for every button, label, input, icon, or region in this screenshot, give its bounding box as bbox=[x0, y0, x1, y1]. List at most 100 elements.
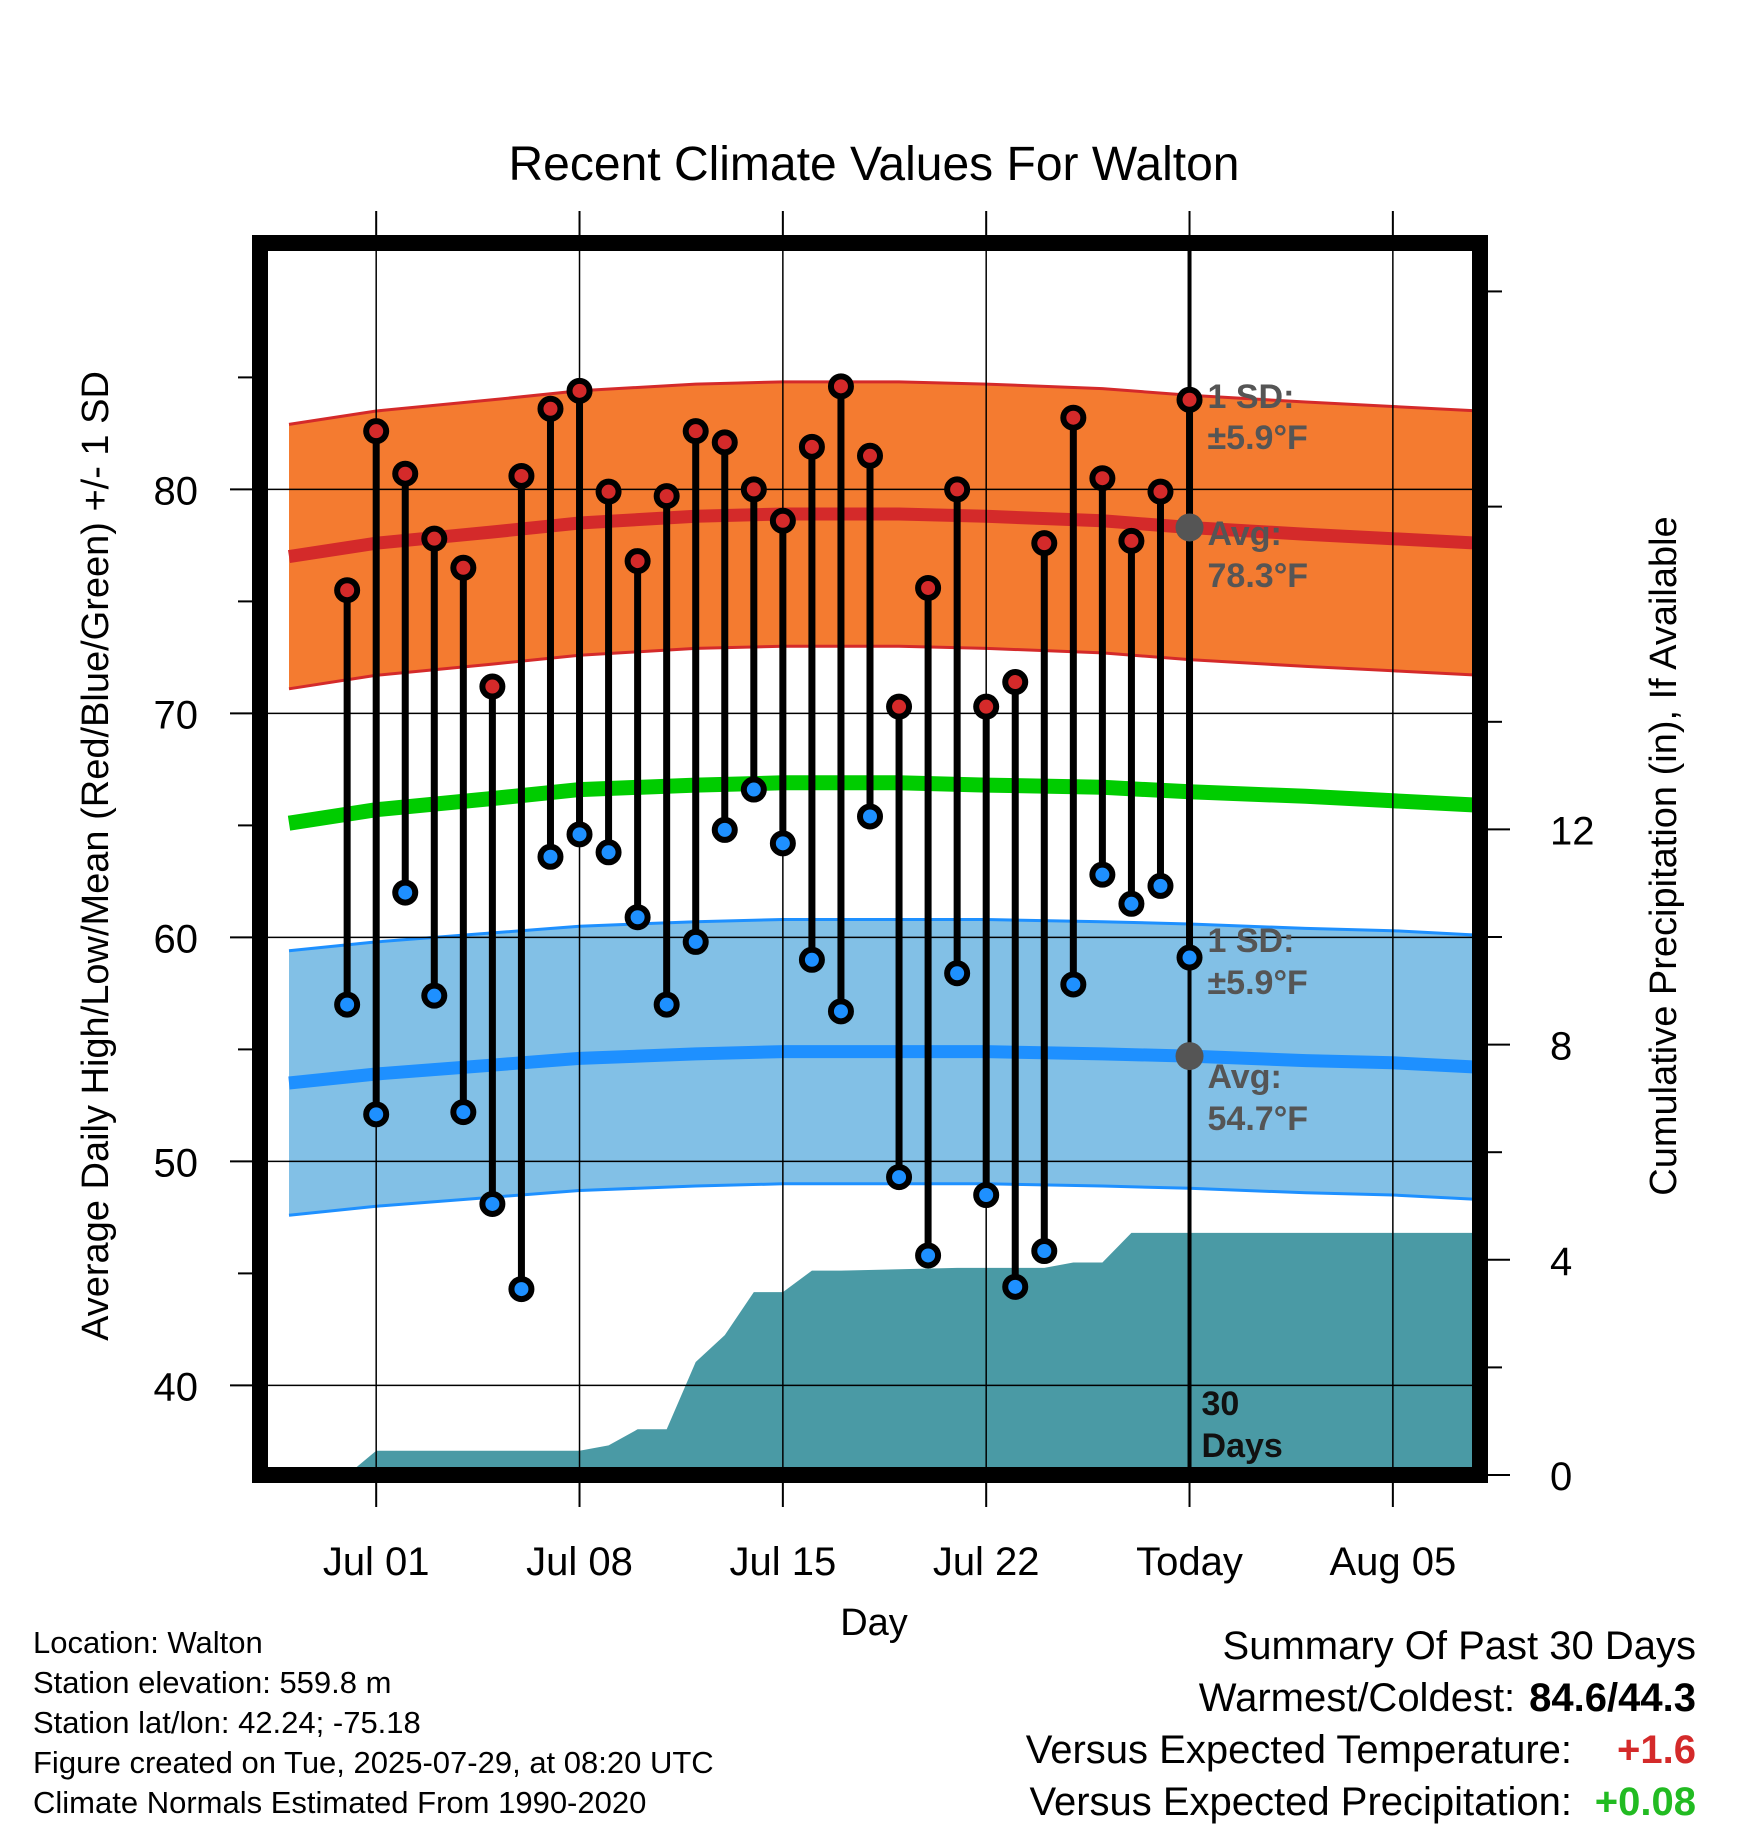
low-temp-point bbox=[1147, 872, 1174, 899]
high-temp-point bbox=[1147, 478, 1174, 505]
high-sd-upper-edge bbox=[288, 380, 1480, 426]
low-temp-point bbox=[798, 946, 825, 973]
low-avg-label: Avg: bbox=[1208, 1058, 1282, 1096]
low-temp-point bbox=[595, 839, 622, 866]
y2-tick-label: 0 bbox=[1550, 1455, 1572, 1499]
high-temp-point bbox=[769, 507, 796, 534]
high-temp-point bbox=[1031, 530, 1058, 557]
high-temp-point bbox=[740, 476, 767, 503]
plot-clipped bbox=[260, 243, 1480, 1475]
warm-cold-row: Warmest/Coldest: 84.6/44.3 bbox=[1026, 1672, 1696, 1724]
low-temp-point bbox=[334, 991, 361, 1018]
precip-anomaly-value: +0.08 bbox=[1594, 1780, 1696, 1824]
high-temp-point bbox=[944, 476, 971, 503]
high-temp-point bbox=[886, 693, 913, 720]
warm-cold-label: Warmest/Coldest: bbox=[1198, 1676, 1516, 1720]
low-temp-point bbox=[1118, 890, 1145, 917]
y2-tick-label: 8 bbox=[1550, 1025, 1572, 1069]
low-temp-point bbox=[711, 816, 738, 843]
high-sd-label: 1 SD: bbox=[1208, 378, 1295, 416]
low-temp-point bbox=[363, 1101, 390, 1128]
high-temp-point bbox=[624, 548, 651, 575]
high-temp-point bbox=[392, 460, 419, 487]
y-tick-label: 70 bbox=[154, 693, 199, 737]
high-temp-point bbox=[857, 442, 883, 469]
low-avg-marker bbox=[1175, 1042, 1204, 1071]
low-temp-point bbox=[740, 776, 767, 803]
precip-area bbox=[318, 1232, 1480, 1475]
high-temp-point bbox=[915, 574, 942, 601]
high-temp-point bbox=[973, 693, 1000, 720]
x-tick-label: Today bbox=[1136, 1540, 1243, 1584]
location-text: Location: Walton bbox=[33, 1625, 263, 1660]
latlon-text: Station lat/lon: 42.24; -75.18 bbox=[33, 1705, 421, 1740]
normals-text: Climate Normals Estimated From 1990-2020 bbox=[33, 1785, 647, 1820]
high-temp-point bbox=[334, 577, 361, 604]
high-temp-point bbox=[1089, 465, 1116, 492]
x-tick-label: Jul 22 bbox=[933, 1540, 1040, 1584]
station-info: Location: Walton Station elevation: 559.… bbox=[33, 1623, 714, 1823]
low-temp-point bbox=[392, 879, 419, 906]
y2-axis-label: Cumulative Precipitation (in), If Availa… bbox=[1643, 516, 1685, 1195]
high-avg-line bbox=[288, 507, 1480, 564]
low-temp-point bbox=[479, 1190, 506, 1217]
high-temp-point bbox=[1060, 404, 1087, 431]
warm-cold-value: 84.6/44.3 bbox=[1529, 1676, 1696, 1720]
high-sd-band bbox=[289, 381, 1480, 689]
high-temp-point bbox=[421, 525, 448, 552]
low-temp-point bbox=[566, 821, 593, 848]
y2-tick-label: 12 bbox=[1550, 809, 1595, 853]
low-sd-label: 1 SD: bbox=[1208, 922, 1295, 960]
high-temp-point bbox=[827, 373, 854, 400]
high-temp-point bbox=[595, 478, 622, 505]
high-sd-lower-edge bbox=[288, 644, 1480, 691]
low-sd-band bbox=[289, 919, 1480, 1216]
x-tick-label: Jul 01 bbox=[323, 1540, 430, 1584]
y-tick-label: 80 bbox=[154, 469, 199, 513]
high-temp-point bbox=[711, 429, 738, 456]
low-temp-point bbox=[1060, 971, 1087, 998]
created-text: Figure created on Tue, 2025-07-29, at 08… bbox=[33, 1745, 714, 1780]
high-avg-label: Avg: bbox=[1208, 515, 1282, 553]
days-unit-label: Days bbox=[1202, 1427, 1283, 1465]
low-temp-point bbox=[653, 991, 680, 1018]
low-temp-point bbox=[857, 803, 883, 830]
high-temp-point bbox=[653, 483, 680, 510]
x-tick-label: Aug 05 bbox=[1329, 1540, 1456, 1584]
precip-anomaly-label: Versus Expected Precipitation: bbox=[1029, 1780, 1572, 1824]
temp-anomaly-row: Versus Expected Temperature: +1.6 bbox=[1026, 1724, 1696, 1776]
high-temp-point bbox=[537, 395, 564, 422]
x-axis-label: Day bbox=[840, 1602, 908, 1644]
mean-avg-line bbox=[287, 775, 1480, 831]
days-count-label: 30 bbox=[1202, 1385, 1240, 1423]
temp-anomaly-label: Versus Expected Temperature: bbox=[1025, 1728, 1572, 1772]
low-temp-point bbox=[827, 998, 854, 1025]
high-temp-point bbox=[566, 377, 593, 404]
high-temp-point bbox=[682, 418, 709, 445]
low-sd-value: ±5.9°F bbox=[1208, 964, 1308, 1002]
y-tick-label: 40 bbox=[154, 1365, 199, 1409]
low-temp-point bbox=[421, 982, 448, 1009]
high-temp-point bbox=[1176, 386, 1203, 413]
low-temp-point bbox=[450, 1099, 477, 1126]
low-temp-point bbox=[886, 1164, 913, 1191]
low-temp-point bbox=[769, 830, 796, 857]
low-temp-point bbox=[1002, 1273, 1029, 1300]
elevation-text: Station elevation: 559.8 m bbox=[33, 1665, 392, 1700]
summary-panel: Summary Of Past 30 Days Warmest/Coldest:… bbox=[1026, 1620, 1696, 1828]
high-temp-point bbox=[450, 554, 477, 581]
low-temp-point bbox=[915, 1242, 942, 1269]
low-avg-value: 54.7°F bbox=[1208, 1100, 1309, 1138]
y2-tick-label: 4 bbox=[1550, 1240, 1572, 1284]
high-temp-point bbox=[1118, 527, 1145, 554]
low-temp-point bbox=[682, 928, 709, 955]
low-temp-point bbox=[1176, 944, 1203, 971]
x-tick-label: Jul 08 bbox=[526, 1540, 633, 1584]
low-temp-point bbox=[537, 843, 564, 870]
low-temp-point bbox=[973, 1182, 1000, 1208]
high-temp-point bbox=[508, 462, 535, 489]
high-temp-point bbox=[479, 673, 506, 700]
summary-heading: Summary Of Past 30 Days bbox=[1222, 1624, 1696, 1668]
low-temp-point bbox=[1089, 861, 1116, 888]
